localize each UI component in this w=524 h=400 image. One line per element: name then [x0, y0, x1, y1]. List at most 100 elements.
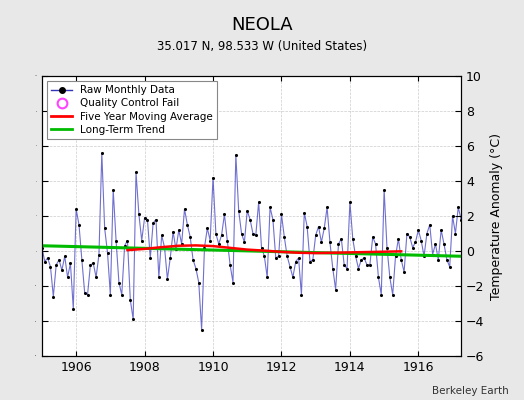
- Point: [255, 199, 263, 205]
- Point: [212, 230, 220, 237]
- Point: [172, 246, 180, 252]
- Point: [49, 293, 58, 300]
- Point: [115, 279, 123, 286]
- Point: [326, 239, 334, 246]
- Point: [485, 204, 494, 210]
- Point: [406, 234, 414, 240]
- Point: [300, 209, 309, 216]
- Point: [123, 237, 132, 244]
- Point: [214, 241, 223, 247]
- Point: [174, 227, 183, 233]
- Y-axis label: Temperature Anomaly (°C): Temperature Anomaly (°C): [490, 132, 503, 300]
- Point: [198, 326, 206, 333]
- Text: 35.017 N, 98.533 W (United States): 35.017 N, 98.533 W (United States): [157, 40, 367, 53]
- Point: [132, 169, 140, 176]
- Point: [520, 239, 524, 246]
- Point: [468, 256, 477, 263]
- Point: [249, 230, 257, 237]
- Point: [457, 216, 465, 223]
- Point: [286, 264, 294, 270]
- Point: [183, 222, 192, 228]
- Point: [388, 292, 397, 298]
- Text: NEOLA: NEOLA: [231, 16, 293, 34]
- Point: [340, 262, 348, 268]
- Point: [106, 292, 115, 298]
- Point: [237, 230, 246, 237]
- Point: [423, 230, 431, 237]
- Point: [260, 253, 268, 260]
- Point: [463, 242, 471, 249]
- Point: [155, 274, 163, 280]
- Point: [72, 206, 80, 212]
- Point: [86, 262, 95, 268]
- Point: [271, 255, 280, 261]
- Point: [121, 242, 129, 249]
- Point: [229, 279, 237, 286]
- Point: [297, 292, 305, 298]
- Point: [511, 239, 519, 246]
- Point: [303, 223, 311, 230]
- Point: [232, 152, 240, 158]
- Point: [403, 230, 411, 237]
- Point: [252, 232, 260, 238]
- Point: [311, 232, 320, 238]
- Point: [374, 274, 383, 280]
- Point: [320, 225, 329, 232]
- Point: [383, 244, 391, 251]
- Point: [169, 228, 177, 235]
- Point: [55, 256, 63, 263]
- Point: [269, 216, 277, 223]
- Point: [337, 236, 345, 242]
- Point: [206, 237, 214, 244]
- Point: [500, 256, 508, 263]
- Point: [46, 264, 54, 270]
- Text: Berkeley Earth: Berkeley Earth: [432, 386, 508, 396]
- Point: [366, 262, 374, 268]
- Point: [83, 292, 92, 298]
- Point: [149, 220, 157, 226]
- Point: [506, 321, 514, 328]
- Point: [189, 256, 197, 263]
- Point: [246, 216, 254, 223]
- Point: [192, 265, 200, 272]
- Point: [368, 234, 377, 240]
- Point: [508, 227, 517, 233]
- Point: [357, 256, 366, 263]
- Point: [488, 230, 497, 237]
- Point: [517, 292, 524, 298]
- Point: [203, 225, 212, 232]
- Point: [480, 234, 488, 240]
- Point: [360, 255, 368, 261]
- Point: [277, 211, 286, 218]
- Point: [437, 227, 445, 233]
- Point: [223, 237, 232, 244]
- Point: [163, 276, 171, 282]
- Point: [414, 227, 422, 233]
- Point: [474, 227, 483, 233]
- Point: [352, 253, 360, 260]
- Point: [460, 222, 468, 228]
- Point: [97, 150, 106, 156]
- Point: [283, 253, 291, 260]
- Point: [280, 234, 289, 240]
- Point: [220, 211, 228, 218]
- Point: [440, 241, 448, 247]
- Point: [235, 208, 243, 214]
- Point: [75, 222, 83, 228]
- Point: [43, 255, 52, 261]
- Point: [200, 244, 209, 251]
- Point: [494, 222, 503, 228]
- Point: [95, 251, 103, 258]
- Point: [240, 239, 248, 246]
- Point: [209, 174, 217, 181]
- Point: [380, 186, 388, 193]
- Point: [363, 262, 371, 268]
- Point: [126, 297, 135, 303]
- Point: [317, 239, 325, 246]
- Point: [69, 306, 78, 312]
- Point: [52, 262, 60, 268]
- Point: [140, 214, 149, 221]
- Point: [377, 292, 386, 298]
- Point: [112, 237, 120, 244]
- Point: [226, 262, 234, 268]
